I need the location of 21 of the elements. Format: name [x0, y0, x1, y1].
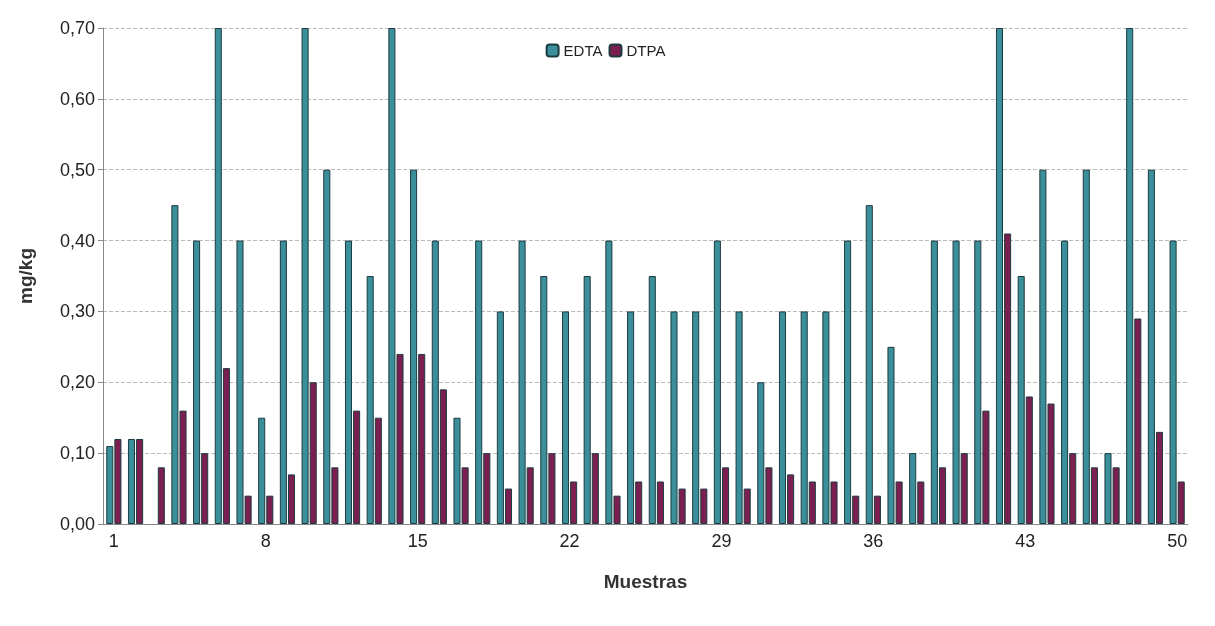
x-tick-label: 50	[1167, 531, 1188, 551]
x-axis-title: Muestras	[603, 571, 688, 592]
y-tick-label: 0,20	[59, 372, 95, 393]
y-tick-label: 0,40	[59, 230, 95, 251]
x-tick-label: 36	[863, 531, 884, 551]
x-tick-label: 8	[260, 531, 271, 551]
y-tick-label: 0,00	[59, 514, 95, 534]
y-tick-label: 0,60	[59, 88, 95, 109]
x-tick-label: 22	[559, 531, 580, 551]
x-tick-label: 43	[1015, 531, 1036, 551]
y-axis-title: mg/kg	[15, 248, 36, 304]
y-tick-label: 0,50	[59, 159, 95, 180]
x-tick-label: 15	[407, 531, 428, 551]
legend-label: EDTA	[563, 42, 603, 59]
y-tick-label: 0,70	[59, 18, 95, 38]
legend-label: DTPA	[626, 42, 666, 59]
x-tick-label: 29	[711, 531, 732, 551]
y-tick-label: 0,10	[59, 443, 95, 464]
bar	[157, 467, 165, 524]
y-tick-label: 0,30	[59, 301, 95, 322]
x-tick-label: 1	[108, 531, 119, 551]
